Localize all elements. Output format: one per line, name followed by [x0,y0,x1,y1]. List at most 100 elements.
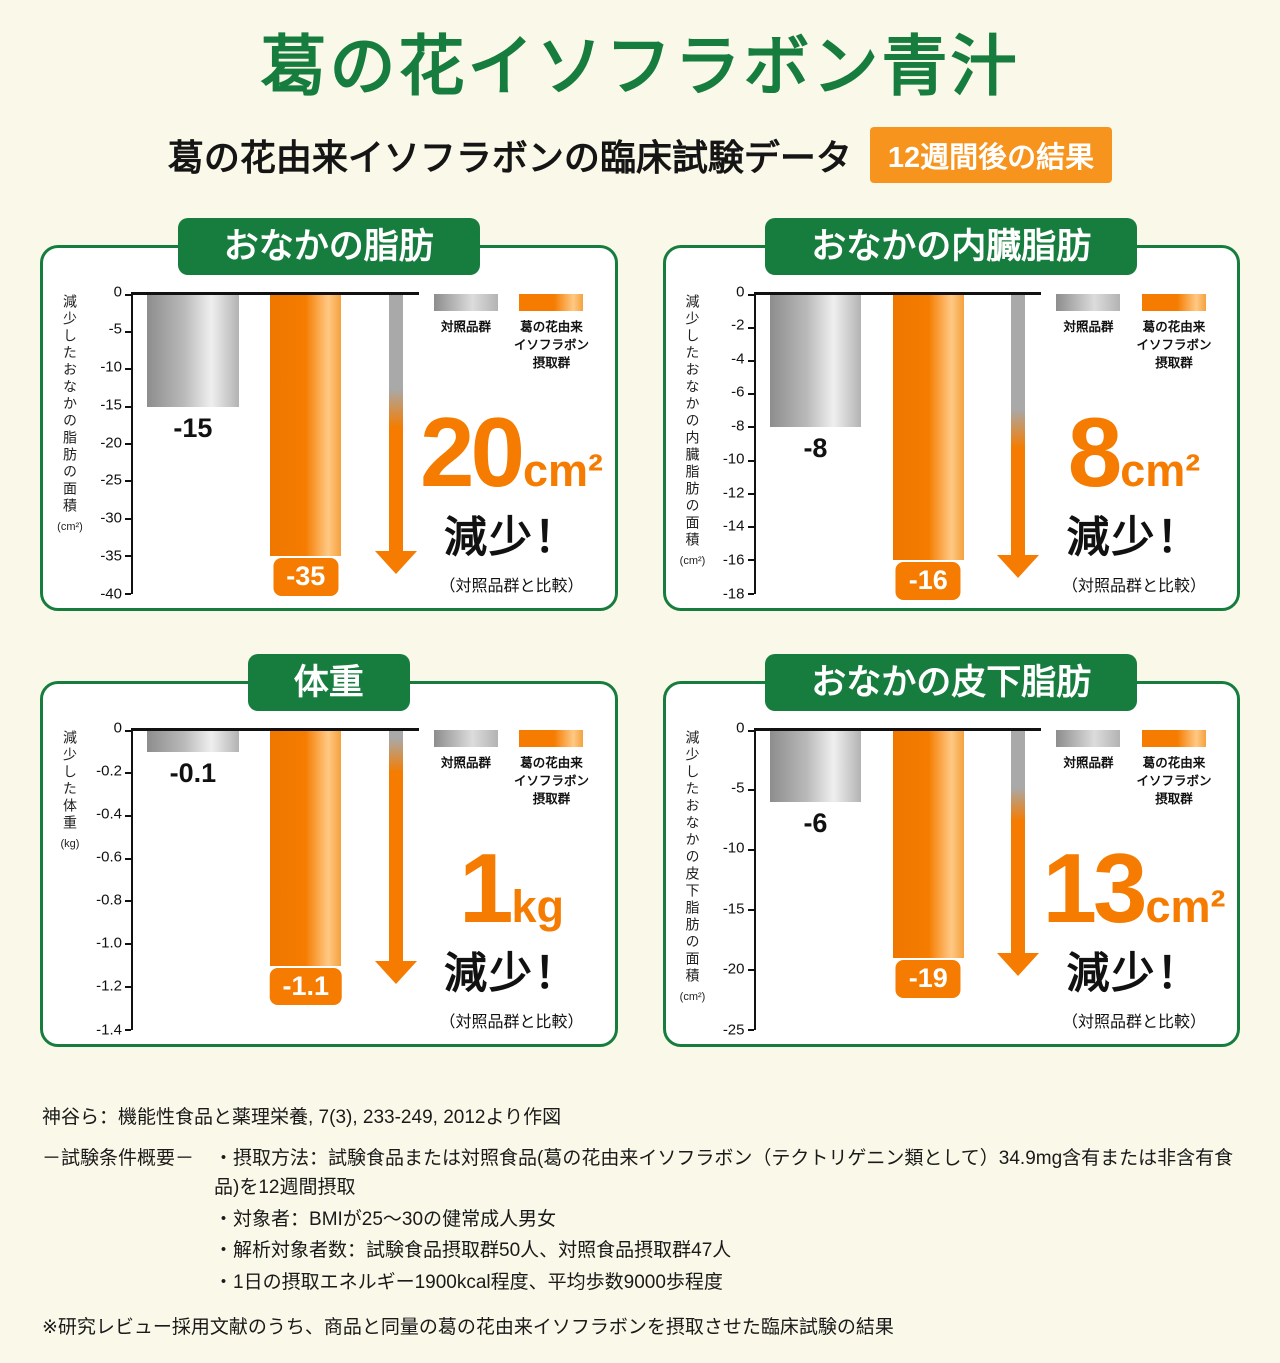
y-axis-label-column: 減少したおなかの皮下脂肪の面積 (cm²) [676,728,710,1030]
reduction-amount: 1kg [459,839,565,937]
y-tick-mark [747,526,754,529]
y-tick-mark [125,985,131,988]
y-tick-label: -14 [722,517,745,535]
reduction-number: 8 [1067,396,1122,507]
chart-panel-body: 減少したおなかの皮下脂肪の面積 (cm²) 0 -5 -10 -15 -20 -25 -6… [676,719,1226,1038]
trial-condition-item: ・対象者：BMIが25〜30の健常成人男女 [214,1208,557,1230]
y-tick-label: -5 [731,779,745,797]
y-axis-label-column: 減少したおなかの脂肪の面積 (cm²) [53,292,87,594]
y-tick-label: -0.8 [96,891,122,909]
legend-item-treatment: 葛の花由来 イソフラボン 摂取群 [1136,293,1212,372]
control-swatch-icon [1056,729,1121,747]
treatment-bar [892,294,964,561]
y-tick-mark [747,360,754,363]
control-legend-label: 対照品群 [1063,319,1114,334]
y-tick-label: -2 [731,316,745,334]
control-bar [769,730,862,803]
chart-panel-title: おなかの内臓脂肪 [765,217,1138,276]
chart-panel-title: おなかの脂肪 [177,217,480,276]
treatment-bar [270,294,342,557]
legend: 対照品群 葛の花由来 イソフラボン 摂取群 [433,729,589,808]
control-bar [769,294,862,428]
trial-conditions: －試験条件概要－ ・摂取方法：試験食品または対照食品(葛の花由来イソフラボン（テ… [42,1144,1238,1299]
trial-condition-item: ・1日の摂取エネルギー1900kcal程度、平均歩数9000歩程度 [214,1271,723,1293]
y-axis-label: 減少したおなかの脂肪の面積 [62,293,78,515]
y-tick-label: -1.2 [96,977,122,995]
y-tick-mark [125,443,131,446]
treatment-legend-label: 葛の花由来 イソフラボン 摂取群 [1136,319,1212,370]
y-tick-label: -16 [722,551,745,569]
reduction-amount: 8cm² [1068,403,1201,501]
y-tick-label: -4 [731,350,745,368]
y-axis-ticks: 0 -5 -10 -15 -20 -25 -30 -35 -40 [87,283,131,602]
y-tick-mark [125,857,131,860]
control-legend-label: 対照品群 [440,755,491,770]
trial-condition-item: ・解析対象者数：試験食品摂取群50人、対照食品摂取群47人 [214,1240,732,1262]
control-swatch-icon [1056,293,1121,311]
y-tick-mark [747,908,754,911]
footnotes: 神谷ら：機能性食品と薬理栄養, 7(3), 233-249, 2012より作図 … [0,1075,1280,1363]
bar-chart: 0 -2 -4 -6 -8 -10 -12 -14 -16 -18 -8 -16 [710,283,1041,602]
y-tick-mark [125,405,131,408]
bar-chart: 0 -5 -10 -15 -20 -25 -30 -35 -40 -15 -35 [87,283,419,602]
y-axis-unit: (cm²) [57,520,83,533]
control-value-label: -6 [803,808,828,839]
reduction-arrow-shaft [388,730,403,961]
legend-item-control: 対照品群 [1056,729,1121,808]
result-column: 対照品群 葛の花由来 イソフラボン 摂取群 8cm² 減少！ （対照品群と比較） [1041,292,1223,595]
treatment-legend-label: 葛の花由来 イソフラボン 摂取群 [513,319,589,370]
y-axis-label: 減少したおなかの皮下脂肪の面積 [684,729,701,985]
legend-item-treatment: 葛の花由来 イソフラボン 摂取群 [1136,729,1212,808]
treatment-swatch-icon [1141,729,1206,747]
comparison-note: （対照品群と比較） [439,578,584,596]
chart-panel: おなかの内臓脂肪 減少したおなかの内臓脂肪の面積 (cm²) 0 -2 -4 -6 -8… [662,217,1240,611]
control-swatch-icon [433,293,498,311]
y-tick-label: 0 [736,719,745,737]
treatment-bar [892,730,964,958]
reduction-label: 減少！ [1066,514,1202,563]
y-tick-mark [125,729,131,732]
result-column: 対照品群 葛の花由来 イソフラボン 摂取群 13cm² 減少！ （対照品群と比較… [1041,728,1226,1031]
y-tick-label: -35 [100,547,122,565]
y-tick-label: -15 [722,900,745,918]
y-tick-mark [125,772,131,775]
y-tick-label: -10 [722,839,745,857]
control-value-label: -15 [173,412,213,443]
y-axis-label: 減少したおなかの内臓脂肪の面積 [684,293,701,549]
bar-chart: 0 -5 -10 -15 -20 -25 -6 -19 [710,719,1041,1038]
y-axis-label-column: 減少したおなかの内臓脂肪の面積 (cm²) [676,292,710,594]
result-period-badge: 12週間後の結果 [869,126,1113,183]
control-swatch-icon [433,729,498,747]
y-tick-mark [125,900,131,903]
trial-condition-item: ・摂取方法：試験食品または対照食品(葛の花由来イソフラボン（テクトリゲニン類とし… [214,1148,1234,1199]
reduction-arrow-head [374,551,417,575]
y-tick-mark [747,326,754,329]
reduction-amount: 13cm² [1042,839,1225,937]
reduction-label: 減少！ [444,514,579,563]
y-tick-label: -6 [731,383,745,401]
treatment-value-badge: -19 [895,959,961,998]
y-tick-mark [747,968,754,971]
control-value-label: -8 [803,433,828,464]
reduction-label: 減少！ [444,950,579,999]
result-column: 対照品群 葛の花由来 イソフラボン 摂取群 20cm² 減少！ （対照品群と比較… [419,292,603,596]
review-note: ※研究レビュー採用文献のうち、商品と同量の葛の花由来イソフラボンを摂取させた臨床… [42,1317,894,1339]
chart-panel: おなかの皮下脂肪 減少したおなかの皮下脂肪の面積 (cm²) 0 -5 -10 -15… [662,653,1240,1047]
y-tick-mark [747,293,754,296]
y-tick-mark [125,1028,131,1031]
y-tick-label: -0.6 [96,848,122,866]
charts-grid: おなかの脂肪 減少したおなかの脂肪の面積 (cm²) 0 -5 -10 -15 -20-… [0,183,1280,1075]
y-tick-label: -20 [722,960,745,978]
plot-area: -8 -16 [747,291,1041,601]
trial-conditions-list: ・摂取方法：試験食品または対照食品(葛の花由来イソフラボン（テクトリゲニン類とし… [214,1144,1238,1299]
legend: 対照品群 葛の花由来 イソフラボン 摂取群 [433,293,589,372]
treatment-value-badge: -16 [895,562,961,601]
control-legend-label: 対照品群 [1063,755,1114,770]
trial-conditions-title: －試験条件概要－ [42,1148,195,1170]
treatment-legend-label: 葛の花由来 イソフラボン 摂取群 [1136,755,1212,806]
result-column: 対照品群 葛の花由来 イソフラボン 摂取群 1kg 減少！ （対照品群と比較） [419,728,601,1031]
reduction-unit: kg [511,880,565,932]
plot-area: -0.1 -1.1 [125,727,419,1031]
y-tick-label: 0 [736,283,745,301]
page-title: 葛の花イソフラボン青汁 [260,29,1020,103]
